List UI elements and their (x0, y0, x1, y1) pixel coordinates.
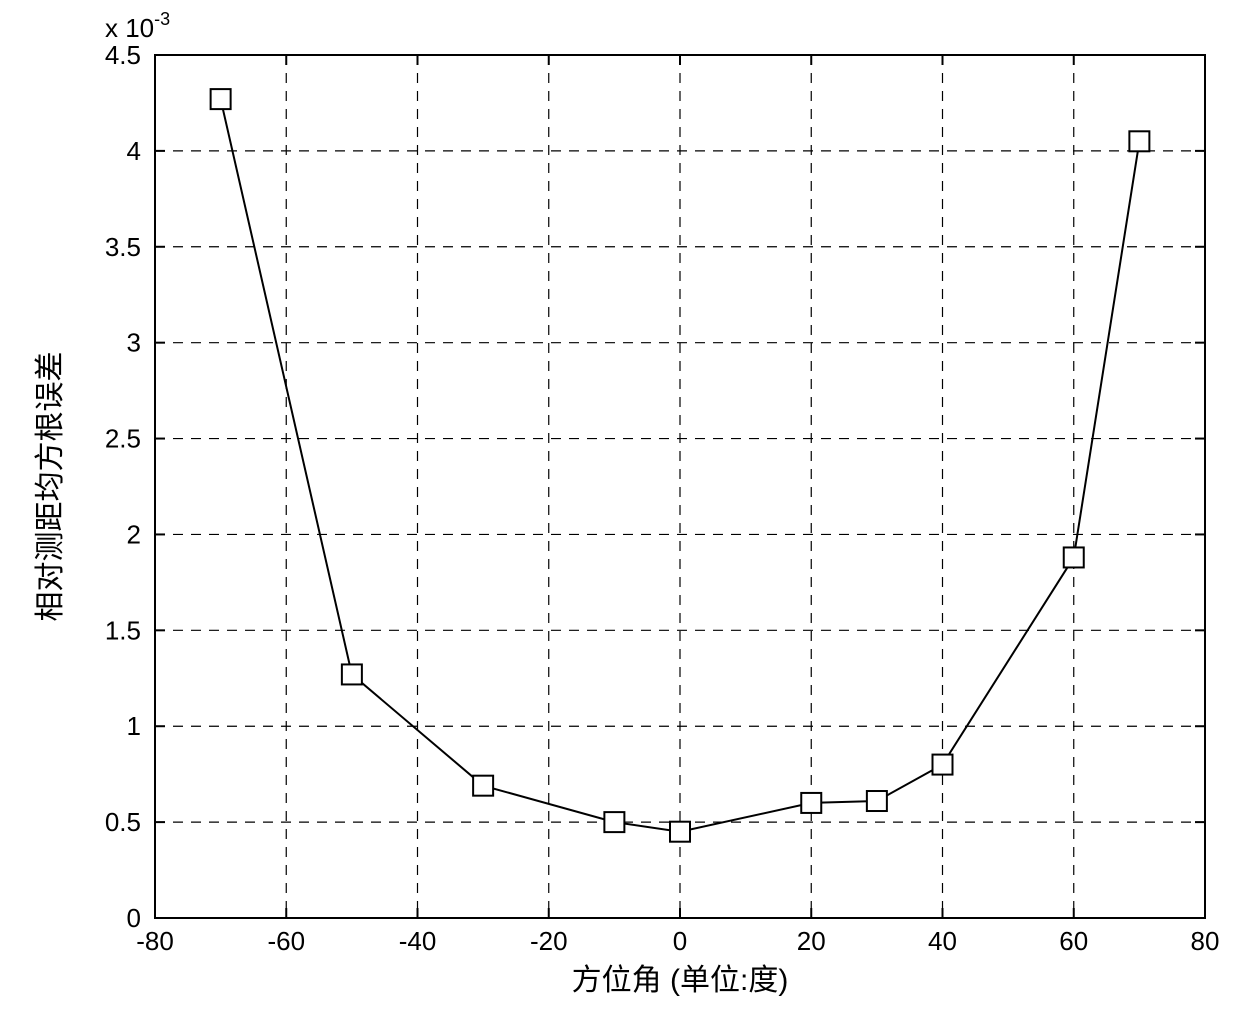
x-tick-label: 80 (1191, 926, 1220, 956)
x-tick-label: -40 (399, 926, 437, 956)
y-axis-title: 相对测距均方根误差 (34, 352, 67, 622)
data-marker (1064, 547, 1084, 567)
x-axis-title: 方位角 (单位:度) (572, 964, 789, 997)
x-tick-label: 0 (673, 926, 687, 956)
x-tick-label: -20 (530, 926, 568, 956)
x-tick-label: 20 (797, 926, 826, 956)
data-marker (670, 822, 690, 842)
x-tick-label: 40 (928, 926, 957, 956)
x-tick-label: -60 (267, 926, 305, 956)
data-marker (1129, 131, 1149, 151)
data-marker (342, 664, 362, 684)
y-tick-label: 2.5 (105, 424, 141, 454)
y-exponent-label: x 10-3 (105, 9, 170, 43)
data-marker (801, 793, 821, 813)
y-tick-label: 1.5 (105, 615, 141, 645)
y-tick-label: 4 (127, 136, 141, 166)
data-marker (604, 812, 624, 832)
data-marker (867, 791, 887, 811)
y-tick-label: 4.5 (105, 40, 141, 70)
y-tick-label: 3 (127, 328, 141, 358)
y-tick-label: 1 (127, 711, 141, 741)
data-marker (211, 89, 231, 109)
x-tick-label: 60 (1059, 926, 1088, 956)
y-tick-label: 2 (127, 519, 141, 549)
chart-svg: -80 -60 -40 -20 0 20 40 60 80 0 0.5 1 1.5 2 2.5 3 3.5 4 4.… (0, 0, 1240, 1023)
y-tick-label: 3.5 (105, 232, 141, 262)
y-tick-label: 0 (127, 903, 141, 933)
x-tick-label: -80 (136, 926, 174, 956)
chart-container: -80 -60 -40 -20 0 20 40 60 80 0 0.5 1 1.5 2 2.5 3 3.5 4 4.… (0, 0, 1240, 1023)
y-tick-label: 0.5 (105, 807, 141, 837)
data-marker (933, 755, 953, 775)
data-marker (473, 776, 493, 796)
